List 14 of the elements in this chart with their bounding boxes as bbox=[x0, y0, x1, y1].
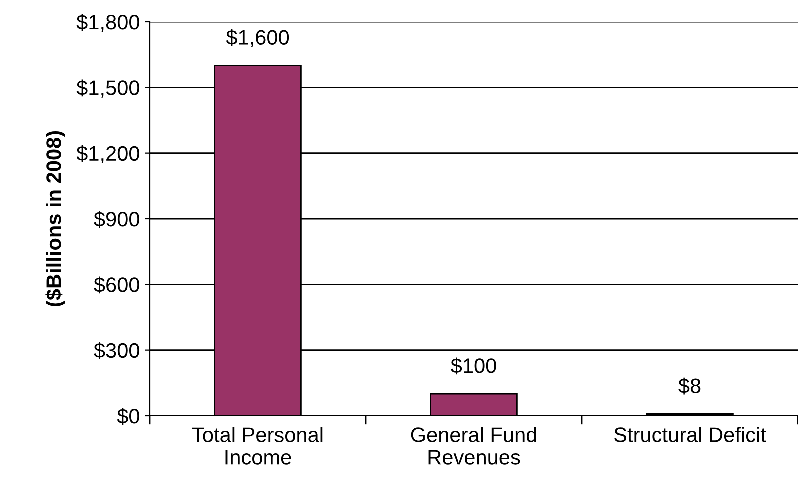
y-tick-label: $900 bbox=[94, 211, 140, 228]
x-tick-label: General Fund Revenues bbox=[411, 427, 536, 465]
y-tick-label: $1,200 bbox=[76, 145, 140, 164]
x-tick-label: Structural Deficit bbox=[614, 427, 766, 442]
y-tick-label: $1,800 bbox=[76, 14, 140, 32]
y-tick-label: $600 bbox=[94, 276, 140, 294]
data-label: $1,600 bbox=[226, 29, 290, 48]
y-tick-label: $0 bbox=[117, 408, 140, 425]
y-tick-label: $1,500 bbox=[76, 80, 140, 98]
x-tick-label: Total Personal Income bbox=[192, 427, 323, 465]
y-tick-label: $300 bbox=[94, 342, 140, 360]
data-label: $100 bbox=[451, 358, 496, 375]
data-label: $8 bbox=[678, 378, 701, 395]
y-axis-title: ($Billions in 2008) bbox=[46, 131, 66, 307]
